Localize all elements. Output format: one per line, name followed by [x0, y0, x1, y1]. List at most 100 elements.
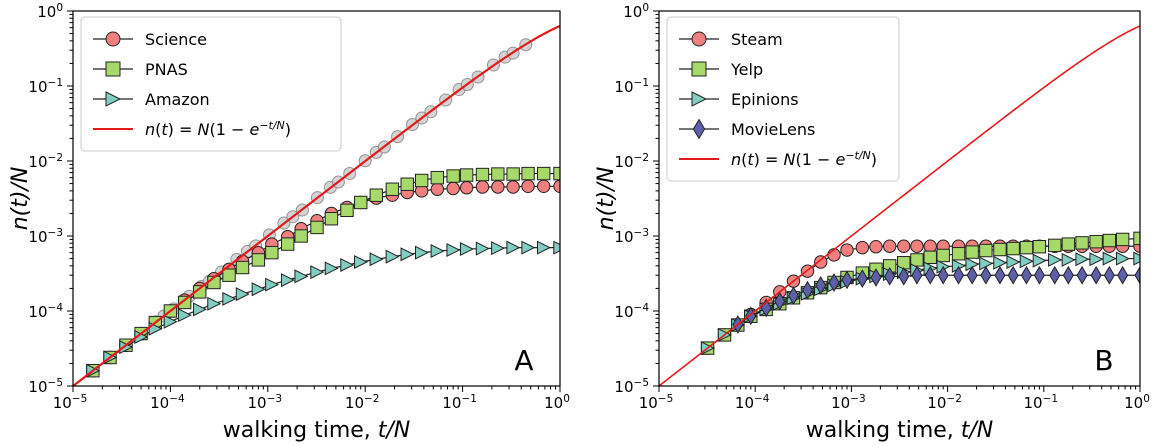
data-point	[536, 179, 551, 193]
data-point	[936, 248, 950, 263]
data-point	[340, 258, 355, 273]
data-point	[265, 245, 279, 260]
data-point	[222, 291, 237, 306]
legend-label: Steam	[731, 30, 783, 49]
data-point	[506, 167, 520, 181]
panel-letter: B	[1094, 344, 1113, 377]
data-point	[1103, 265, 1115, 285]
x-tick-label: 10−4	[735, 393, 770, 412]
data-point	[521, 240, 536, 255]
data-point	[553, 240, 560, 255]
legend-marker	[691, 91, 708, 107]
data-point	[911, 265, 923, 285]
data-point	[280, 273, 295, 288]
x-tick-label: 10−5	[639, 393, 674, 412]
data-point	[459, 168, 474, 182]
y-tick-label: 10−5	[28, 377, 63, 396]
data-point	[163, 314, 178, 329]
data-point	[815, 275, 827, 295]
data-point	[1090, 265, 1102, 285]
data-point	[937, 265, 949, 285]
data-point	[430, 244, 445, 259]
x-tick-label: 10−2	[345, 393, 380, 412]
data-point	[207, 296, 222, 311]
legend-label: MovieLens	[731, 120, 815, 139]
series-movielens	[732, 265, 1140, 334]
legend-item-amazon: Amazon	[93, 90, 210, 109]
data-point	[923, 250, 937, 264]
data-point	[354, 255, 369, 270]
panel-letter: A	[514, 344, 533, 377]
data-point	[1049, 265, 1061, 285]
legend-label: Epinions	[731, 90, 799, 109]
legend-label: Yelp	[730, 60, 763, 79]
data-point	[966, 265, 978, 285]
data-point	[951, 247, 966, 261]
y-axis-label: n(t)/N	[8, 167, 33, 231]
y-tick-label: 10−1	[28, 77, 63, 96]
data-point	[1019, 254, 1034, 269]
data-point	[979, 243, 993, 258]
data-point	[1133, 231, 1140, 246]
data-point	[841, 270, 853, 290]
data-point	[910, 239, 924, 253]
data-point	[898, 266, 910, 286]
data-point	[1061, 237, 1076, 251]
legend-item-movielens: MovieLens	[679, 118, 815, 140]
data-point	[475, 167, 490, 182]
legend-marker	[105, 91, 122, 107]
axes-frame	[658, 10, 1141, 387]
legend: Steam Yelp Epinions MovieLens n(t) = N(1 − e…	[666, 16, 900, 182]
legend-label: n(t) = N(1 − e−t/N)	[145, 119, 291, 140]
data-point	[1076, 265, 1088, 285]
data-point	[840, 243, 854, 257]
data-point	[869, 240, 883, 254]
data-point	[446, 169, 460, 183]
y-tick-label: 100	[37, 2, 63, 21]
data-point	[414, 245, 429, 260]
x-tick-label: 10−1	[1024, 393, 1059, 412]
data-point	[856, 269, 868, 288]
y-tick-label: 10−4	[28, 302, 63, 321]
data-point	[177, 308, 192, 323]
data-point	[491, 180, 505, 194]
data-point	[459, 242, 474, 257]
series-yelp	[700, 231, 1140, 355]
data-point	[1019, 240, 1034, 255]
data-point	[280, 237, 295, 251]
data-point	[1006, 241, 1020, 256]
legend-item-n-t-n-1-e-t-n: n(t) = N(1 − e−t/N)	[679, 149, 877, 169]
data-point	[400, 247, 415, 262]
data-point	[251, 253, 266, 267]
legend-label: Amazon	[145, 90, 210, 109]
legend-marker	[691, 31, 707, 47]
data-point	[385, 249, 400, 264]
data-point	[1134, 265, 1140, 285]
data-point	[855, 240, 870, 255]
plot-area	[659, 25, 1140, 386]
data-point	[1062, 265, 1074, 285]
series-theory-curve	[73, 24, 560, 386]
data-point	[1033, 265, 1045, 285]
data-point	[251, 282, 266, 297]
x-tick-label: 100	[1124, 393, 1150, 412]
legend-box	[666, 16, 900, 182]
data-point	[310, 265, 325, 280]
x-tick-label: 100	[544, 393, 570, 412]
panel-a: 10−5 10−4 10−3 10−2 10−1 100 10−5 10−4 10−3 10−2 1…	[8, 2, 570, 443]
panel-b: 10−5 10−4 10−3 10−2 10−1 100 10−5 10−4 10−3 10−2 1…	[594, 2, 1150, 443]
x-tick-label: 10−5	[53, 393, 88, 412]
y-tick-label: 10−3	[28, 227, 63, 246]
legend-item-n-t-n-1-e-t-n: n(t) = N(1 − e−t/N)	[93, 119, 291, 140]
data-point	[430, 182, 445, 196]
data-point	[475, 180, 490, 194]
data-point	[1102, 233, 1117, 248]
y-axis-label: n(t)/N	[594, 167, 619, 231]
y-tick-label: 10−2	[28, 152, 63, 171]
data-point	[536, 166, 551, 181]
data-point	[536, 240, 552, 255]
x-axis-label: walking time, t/N	[806, 418, 994, 443]
x-tick-label: 10−3	[248, 393, 283, 412]
data-point	[491, 241, 506, 256]
legend-item-steam: Steam	[679, 30, 783, 49]
